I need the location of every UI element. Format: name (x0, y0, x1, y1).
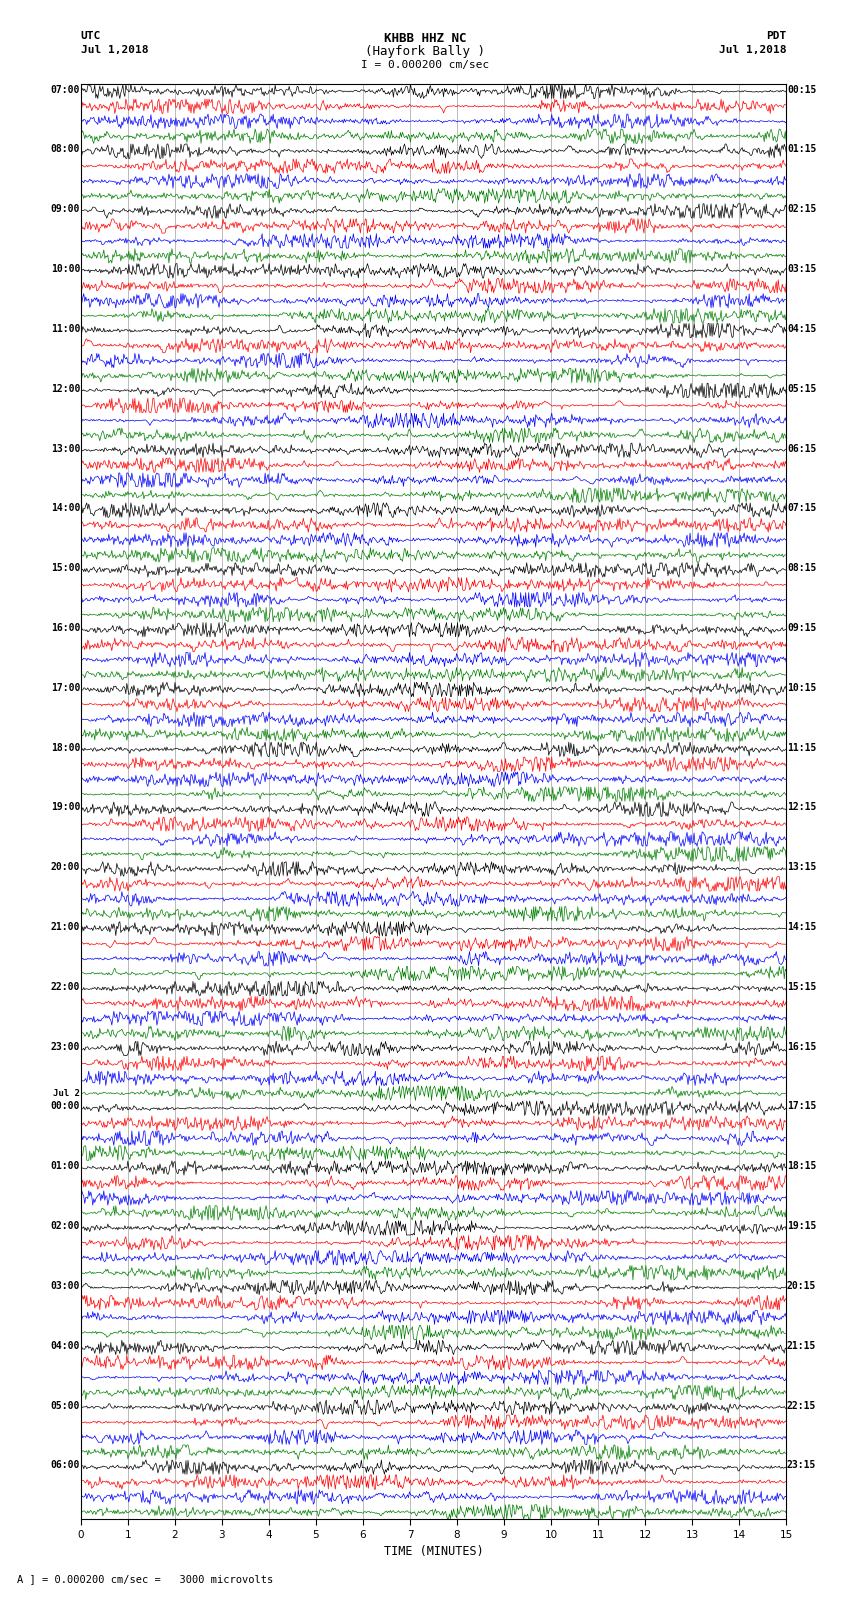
Text: 03:15: 03:15 (787, 265, 816, 274)
Text: 17:15: 17:15 (787, 1102, 816, 1111)
Text: 17:00: 17:00 (51, 682, 80, 692)
Text: 09:00: 09:00 (51, 205, 80, 215)
Text: 05:00: 05:00 (51, 1400, 80, 1410)
Text: 01:15: 01:15 (787, 145, 816, 155)
Text: 13:00: 13:00 (51, 444, 80, 453)
Text: 10:15: 10:15 (787, 682, 816, 692)
Text: 07:15: 07:15 (787, 503, 816, 513)
Text: 06:00: 06:00 (51, 1460, 80, 1471)
Text: 10:00: 10:00 (51, 265, 80, 274)
Text: 05:15: 05:15 (787, 384, 816, 394)
Text: 20:00: 20:00 (51, 863, 80, 873)
Text: 02:00: 02:00 (51, 1221, 80, 1231)
Text: 06:15: 06:15 (787, 444, 816, 453)
Text: 19:00: 19:00 (51, 802, 80, 813)
Text: 19:15: 19:15 (787, 1221, 816, 1231)
Text: 15:00: 15:00 (51, 563, 80, 573)
Text: 03:00: 03:00 (51, 1281, 80, 1290)
Text: 02:15: 02:15 (787, 205, 816, 215)
Text: 16:15: 16:15 (787, 1042, 816, 1052)
Text: 12:15: 12:15 (787, 802, 816, 813)
Text: 22:00: 22:00 (51, 982, 80, 992)
Text: 00:00: 00:00 (51, 1102, 80, 1111)
Text: 04:00: 04:00 (51, 1340, 80, 1350)
Text: 07:00: 07:00 (51, 84, 80, 95)
Text: (Hayfork Bally ): (Hayfork Bally ) (365, 45, 485, 58)
Text: 11:00: 11:00 (51, 324, 80, 334)
Text: PDT: PDT (766, 31, 786, 40)
Text: 22:15: 22:15 (787, 1400, 816, 1410)
Text: 09:15: 09:15 (787, 623, 816, 632)
Text: 21:00: 21:00 (51, 923, 80, 932)
Text: 08:15: 08:15 (787, 563, 816, 573)
Text: UTC: UTC (81, 31, 101, 40)
Text: Jul 2: Jul 2 (54, 1089, 80, 1098)
Text: 18:15: 18:15 (787, 1161, 816, 1171)
Text: Jul 1,2018: Jul 1,2018 (719, 45, 786, 55)
Text: 08:00: 08:00 (51, 145, 80, 155)
X-axis label: TIME (MINUTES): TIME (MINUTES) (383, 1545, 484, 1558)
Text: 14:15: 14:15 (787, 923, 816, 932)
Text: A ] = 0.000200 cm/sec =   3000 microvolts: A ] = 0.000200 cm/sec = 3000 microvolts (17, 1574, 273, 1584)
Text: 01:00: 01:00 (51, 1161, 80, 1171)
Text: 12:00: 12:00 (51, 384, 80, 394)
Text: I = 0.000200 cm/sec: I = 0.000200 cm/sec (361, 60, 489, 69)
Text: 23:00: 23:00 (51, 1042, 80, 1052)
Text: 21:15: 21:15 (787, 1340, 816, 1350)
Text: KHBB HHZ NC: KHBB HHZ NC (383, 32, 467, 45)
Text: 00:15: 00:15 (787, 84, 816, 95)
Text: 18:00: 18:00 (51, 742, 80, 753)
Text: 11:15: 11:15 (787, 742, 816, 753)
Text: 16:00: 16:00 (51, 623, 80, 632)
Text: 20:15: 20:15 (787, 1281, 816, 1290)
Text: 23:15: 23:15 (787, 1460, 816, 1471)
Text: Jul 1,2018: Jul 1,2018 (81, 45, 148, 55)
Text: 04:15: 04:15 (787, 324, 816, 334)
Text: 15:15: 15:15 (787, 982, 816, 992)
Text: 14:00: 14:00 (51, 503, 80, 513)
Text: 13:15: 13:15 (787, 863, 816, 873)
